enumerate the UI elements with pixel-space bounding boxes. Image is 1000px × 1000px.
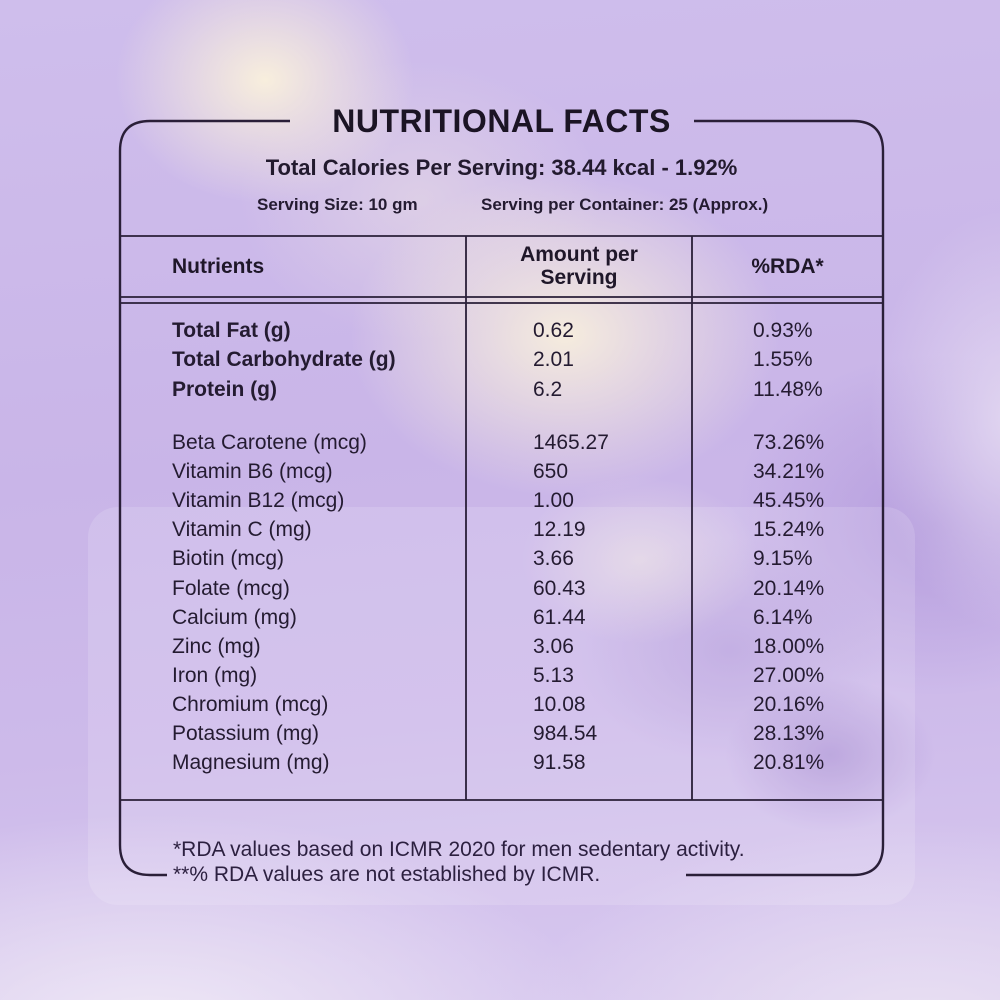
nutrient-rda: 20.16% bbox=[753, 692, 825, 716]
nutrient-name: Chromium (mcg) bbox=[172, 692, 329, 716]
nutrient-rda: 15.24% bbox=[753, 518, 825, 542]
nutrient-amount: 91.58 bbox=[533, 751, 586, 775]
nutrient-rda: 18.00% bbox=[753, 634, 825, 658]
nutrient-name: Vitamin B6 (mcg) bbox=[172, 460, 333, 484]
column-header-rda: %RDA* bbox=[751, 254, 824, 278]
table-row: Vitamin B6 (mcg) 650 34.21% bbox=[120, 458, 883, 487]
nutrient-amount: 5.13 bbox=[533, 663, 574, 687]
footnote-rda-not-established: **% RDA values are not established by IC… bbox=[173, 863, 601, 886]
nutrient-rda: 34.21% bbox=[753, 460, 825, 484]
table-header-row: Nutrients Amount per Serving %RDA* bbox=[120, 236, 883, 297]
nutrient-amount: 984.54 bbox=[533, 721, 598, 745]
nutrient-name: Zinc (mg) bbox=[172, 634, 261, 658]
nutrient-rda: 11.48% bbox=[753, 377, 823, 401]
nutrient-amount: 0.62 bbox=[533, 318, 574, 342]
table-row: Calcium (mg) 61.44 6.14% bbox=[120, 603, 883, 632]
table-row: Total Fat (g) 0.62 0.93% bbox=[120, 316, 883, 346]
nutrient-name: Protein (g) bbox=[172, 377, 277, 401]
nutrient-rda: 27.00% bbox=[753, 663, 825, 687]
serving-size: Serving Size: 10 gm bbox=[257, 195, 418, 214]
table-row: Protein (g) 6.2 11.48% bbox=[120, 375, 883, 405]
nutrient-rda: 0.93% bbox=[753, 318, 813, 342]
nutrient-amount: 1465.27 bbox=[533, 431, 609, 455]
table-row: Beta Carotene (mcg) 1465.27 73.26% bbox=[120, 429, 883, 458]
nutrient-name: Vitamin B12 (mcg) bbox=[172, 489, 345, 513]
table-row: Chromium (mcg) 10.08 20.16% bbox=[120, 690, 883, 719]
nutrient-amount: 61.44 bbox=[533, 605, 586, 629]
nutrient-amount: 60.43 bbox=[533, 576, 586, 600]
nutrient-name: Total Carbohydrate (g) bbox=[172, 348, 396, 372]
table-row: Iron (mg) 5.13 27.00% bbox=[120, 661, 883, 690]
nutrient-rda: 45.45% bbox=[753, 489, 825, 513]
nutrient-amount: 3.06 bbox=[533, 634, 574, 658]
micronutrient-rows-group: Beta Carotene (mcg) 1465.27 73.26% Vitam… bbox=[120, 429, 883, 778]
nutrient-amount: 650 bbox=[533, 460, 569, 484]
page-title: NUTRITIONAL FACTS bbox=[332, 103, 671, 139]
nutrient-rda: 20.81% bbox=[753, 751, 825, 775]
nutrient-rda: 73.26% bbox=[753, 431, 825, 455]
nutrient-amount: 12.19 bbox=[533, 518, 586, 542]
nutrient-name: Folate (mcg) bbox=[172, 576, 290, 600]
nutrient-rda: 28.13% bbox=[753, 721, 825, 745]
table-row: Biotin (mcg) 3.66 9.15% bbox=[120, 545, 883, 574]
nutrient-name: Calcium (mg) bbox=[172, 605, 297, 629]
table-row: Total Carbohydrate (g) 2.01 1.55% bbox=[120, 346, 883, 376]
table-row: Potassium (mg) 984.54 28.13% bbox=[120, 719, 883, 748]
nutrient-name: Biotin (mcg) bbox=[172, 547, 285, 571]
nutrient-amount: 1.00 bbox=[533, 489, 574, 513]
macronutrient-rows-group: Total Fat (g) 0.62 0.93% Total Carbohydr… bbox=[120, 316, 883, 405]
table-row: Folate (mcg) 60.43 20.14% bbox=[120, 574, 883, 603]
calories-line: Total Calories Per Serving: 38.44 kcal -… bbox=[265, 155, 738, 180]
nutrient-rda: 9.15% bbox=[753, 547, 813, 571]
nutrient-name: Total Fat (g) bbox=[172, 318, 291, 342]
nutrient-name: Iron (mg) bbox=[172, 663, 258, 687]
nutrient-amount: 6.2 bbox=[533, 377, 563, 401]
servings-per-container: Serving per Container: 25 (Approx.) bbox=[481, 195, 769, 214]
column-header-nutrients: Nutrients bbox=[172, 254, 265, 278]
footnote-rda-source: *RDA values based on ICMR 2020 for men s… bbox=[173, 838, 745, 861]
nutrient-rda: 6.14% bbox=[753, 605, 813, 629]
nutrient-name: Vitamin C (mg) bbox=[172, 518, 312, 542]
table-row: Vitamin C (mg) 12.19 15.24% bbox=[120, 516, 883, 545]
nutrient-amount: 10.08 bbox=[533, 692, 586, 716]
nutrient-rda: 1.55% bbox=[753, 348, 813, 372]
table-row: Magnesium (mg) 91.58 20.81% bbox=[120, 749, 883, 778]
nutrient-name: Beta Carotene (mcg) bbox=[172, 431, 367, 455]
column-header-amount-per-serving: Amount per Serving bbox=[520, 242, 638, 289]
nutrient-amount: 2.01 bbox=[533, 348, 574, 372]
table-row: Vitamin B12 (mcg) 1.00 45.45% bbox=[120, 487, 883, 516]
nutrient-rda: 20.14% bbox=[753, 576, 825, 600]
nutrient-name: Potassium (mg) bbox=[172, 721, 320, 745]
table-row: Zinc (mg) 3.06 18.00% bbox=[120, 632, 883, 661]
nutrient-amount: 3.66 bbox=[533, 547, 574, 571]
nutrient-name: Magnesium (mg) bbox=[172, 751, 330, 775]
